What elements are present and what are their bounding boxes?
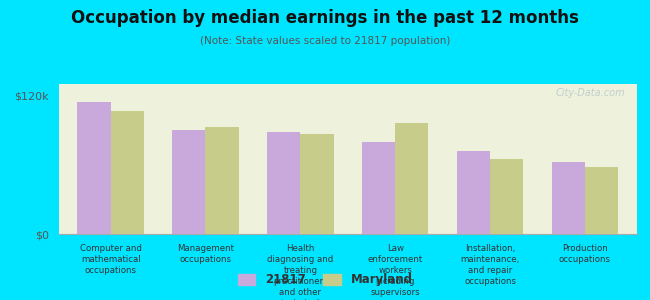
Bar [205, 127, 239, 234]
Bar [267, 133, 300, 234]
Text: Occupation by median earnings in the past 12 months: Occupation by median earnings in the pas… [71, 9, 579, 27]
Text: (Note: State values scaled to 21817 population): (Note: State values scaled to 21817 popu… [200, 36, 450, 46]
Bar [362, 142, 395, 234]
Text: City-Data.com: City-Data.com [556, 88, 625, 98]
Bar [552, 163, 585, 234]
Bar [585, 167, 618, 234]
Bar [300, 134, 333, 234]
Bar [457, 151, 490, 234]
Bar [77, 103, 110, 234]
Bar [395, 123, 428, 234]
Bar [111, 110, 144, 234]
Bar [172, 130, 205, 234]
Legend: 21817, Maryland: 21817, Maryland [233, 269, 417, 291]
Bar [490, 159, 523, 234]
